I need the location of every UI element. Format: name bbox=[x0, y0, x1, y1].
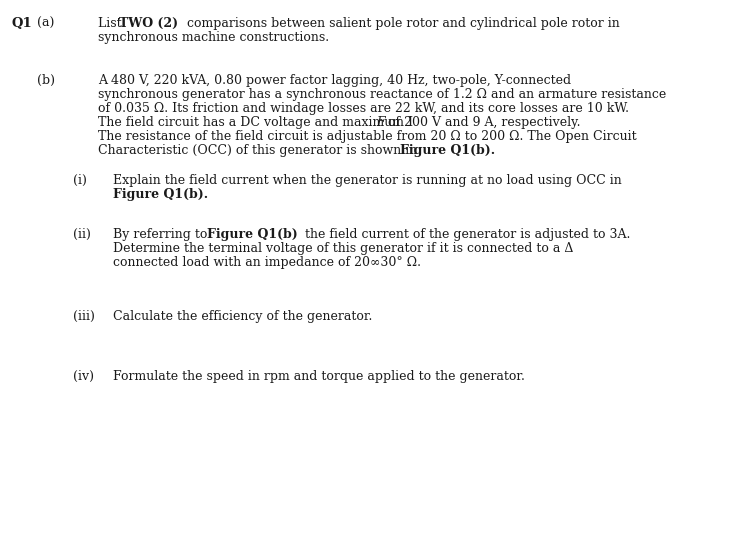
Text: Calculate the efficiency of the generator.: Calculate the efficiency of the generato… bbox=[113, 310, 372, 323]
Text: TWO (2): TWO (2) bbox=[119, 17, 178, 30]
Text: Figure Q1(b).: Figure Q1(b). bbox=[113, 188, 208, 201]
Text: synchronous machine constructions.: synchronous machine constructions. bbox=[98, 31, 329, 44]
Text: Q1: Q1 bbox=[11, 17, 32, 30]
Text: (iii): (iii) bbox=[73, 310, 95, 323]
Text: Explain the field current when the generator is running at no load using OCC in: Explain the field current when the gener… bbox=[113, 174, 622, 187]
Text: (iv): (iv) bbox=[73, 370, 94, 383]
Text: of 0.035 Ω. Its friction and windage losses are 22 kW, and its core losses are 1: of 0.035 Ω. Its friction and windage los… bbox=[98, 102, 629, 115]
Text: comparisons between salient pole rotor and cylindrical pole rotor in: comparisons between salient pole rotor a… bbox=[183, 17, 620, 30]
Text: Figure Q1(b).: Figure Q1(b). bbox=[400, 144, 495, 157]
Text: Formulate the speed in rpm and torque applied to the generator.: Formulate the speed in rpm and torque ap… bbox=[113, 370, 525, 383]
Text: List: List bbox=[98, 17, 125, 30]
Text: F: F bbox=[376, 116, 384, 129]
Text: (a): (a) bbox=[37, 17, 54, 30]
Text: connected load with an impedance of 20∞30° Ω.: connected load with an impedance of 20∞3… bbox=[113, 256, 421, 269]
Text: Determine the terminal voltage of this generator if it is connected to a Δ: Determine the terminal voltage of this g… bbox=[113, 242, 574, 255]
Text: Figure Q1(b): Figure Q1(b) bbox=[207, 228, 298, 241]
Text: By referring to: By referring to bbox=[113, 228, 211, 241]
Text: synchronous generator has a synchronous reactance of 1.2 Ω and an armature resis: synchronous generator has a synchronous … bbox=[98, 88, 666, 101]
Text: The resistance of the field circuit is adjustable from 20 Ω to 200 Ω. The Open C: The resistance of the field circuit is a… bbox=[98, 130, 637, 143]
Text: the field current of the generator is adjusted to 3A.: the field current of the generator is ad… bbox=[301, 228, 631, 241]
Text: The field circuit has a DC voltage and maximum I: The field circuit has a DC voltage and m… bbox=[98, 116, 413, 129]
Text: Characteristic (OCC) of this generator is shown in: Characteristic (OCC) of this generator i… bbox=[98, 144, 421, 157]
Text: (b): (b) bbox=[37, 74, 55, 87]
Text: (ii): (ii) bbox=[73, 228, 91, 241]
Text: A 480 V, 220 kVA, 0.80 power factor lagging, 40 Hz, two-pole, Y-connected: A 480 V, 220 kVA, 0.80 power factor lagg… bbox=[98, 74, 571, 87]
Text: of 200 V and 9 A, respectively.: of 200 V and 9 A, respectively. bbox=[384, 116, 580, 129]
Text: (i): (i) bbox=[73, 174, 87, 187]
